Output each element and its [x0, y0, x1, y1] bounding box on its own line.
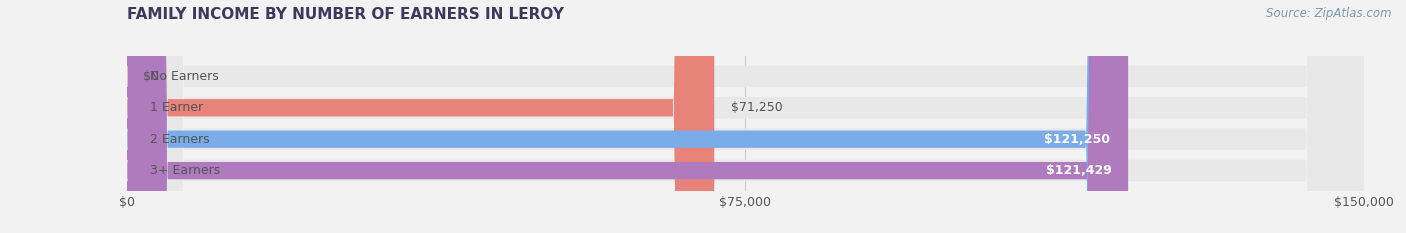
Text: No Earners: No Earners: [149, 70, 218, 83]
FancyBboxPatch shape: [127, 0, 1364, 233]
Text: $71,250: $71,250: [731, 101, 783, 114]
Text: 2 Earners: 2 Earners: [149, 133, 209, 146]
FancyBboxPatch shape: [127, 0, 714, 233]
FancyBboxPatch shape: [127, 0, 1128, 233]
Text: 3+ Earners: 3+ Earners: [149, 164, 219, 177]
Text: 1 Earner: 1 Earner: [149, 101, 202, 114]
FancyBboxPatch shape: [127, 0, 1126, 233]
FancyBboxPatch shape: [127, 0, 1364, 233]
Text: $121,429: $121,429: [1046, 164, 1112, 177]
Text: $121,250: $121,250: [1045, 133, 1111, 146]
Text: Source: ZipAtlas.com: Source: ZipAtlas.com: [1267, 7, 1392, 20]
Text: $0: $0: [143, 70, 159, 83]
FancyBboxPatch shape: [127, 0, 1364, 233]
Text: FAMILY INCOME BY NUMBER OF EARNERS IN LEROY: FAMILY INCOME BY NUMBER OF EARNERS IN LE…: [127, 7, 564, 22]
FancyBboxPatch shape: [127, 0, 1364, 233]
